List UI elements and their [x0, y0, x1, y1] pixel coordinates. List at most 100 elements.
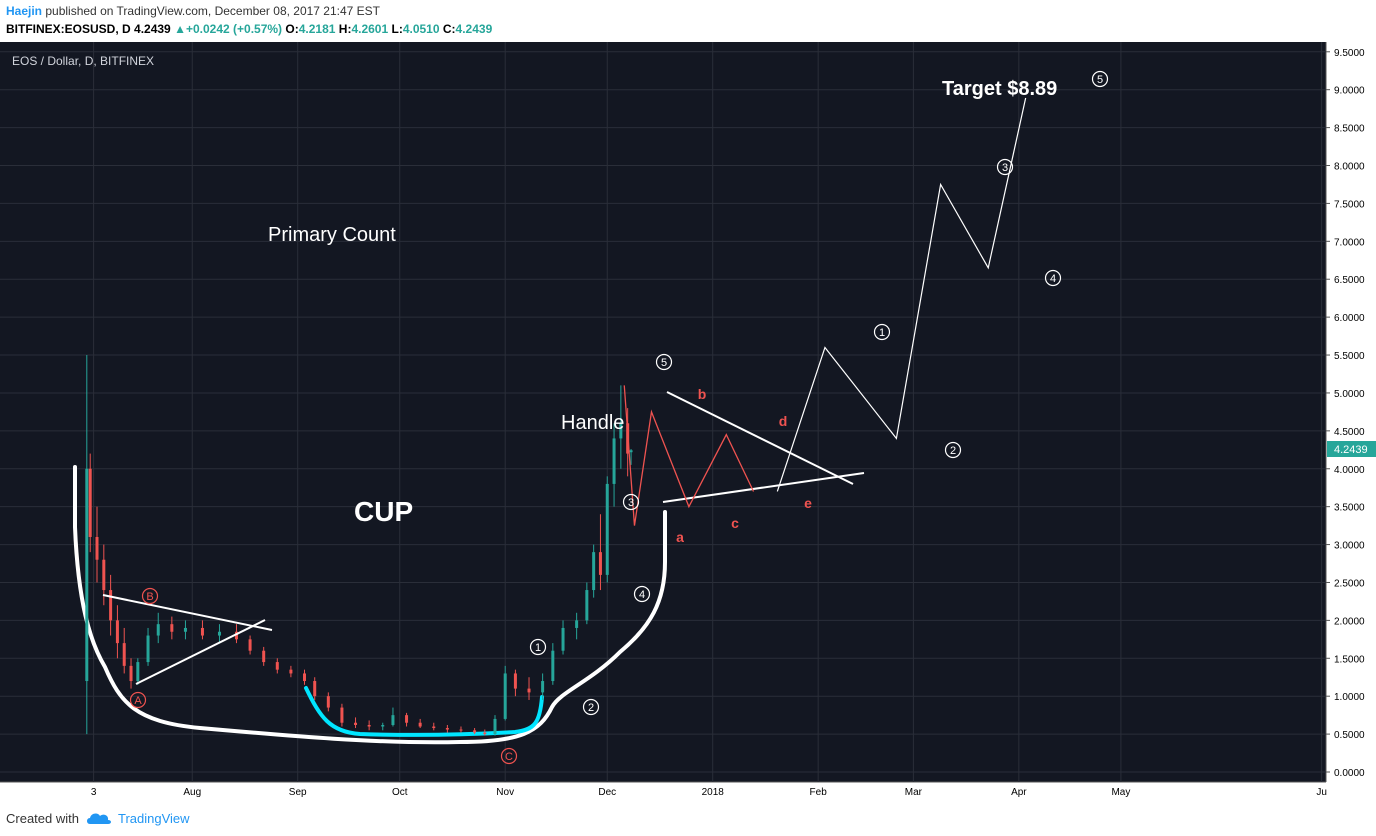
candle-body [129, 665, 133, 682]
price-tick-label: 1.0000 [1334, 692, 1365, 703]
publish-header: Haejin published on TradingView.com, Dec… [0, 0, 1376, 42]
time-tick-label: Nov [496, 787, 514, 798]
candle-body [275, 662, 279, 670]
candle-body [122, 643, 126, 666]
candle-body [88, 468, 92, 537]
candle-body [313, 681, 317, 697]
candle-body [156, 624, 160, 636]
time-tick-label: Sep [289, 787, 307, 798]
handle-label: Handle [561, 412, 624, 434]
candle-body [200, 627, 204, 636]
impulse-label-5-circle [655, 353, 673, 371]
candle-body [473, 730, 477, 733]
candle-body [612, 438, 616, 484]
projection-label-4-circle [1044, 269, 1062, 287]
last-price-tag-text: 4.2439 [1334, 444, 1368, 456]
high-label: H: [338, 22, 352, 36]
triangle-label-e: e [804, 495, 812, 511]
author-name[interactable]: Haejin [6, 4, 43, 18]
price-chart[interactable]: 9.5000 9.0000 8.5000 8.0000 7.5000 7.0000 6.50… [0, 42, 1376, 802]
impulse-label-5: 5 [661, 357, 667, 369]
wave-label-A: A [134, 695, 142, 707]
impulse-label-1-circle [529, 638, 547, 656]
candle-body [102, 559, 106, 591]
primary-count-label: Primary Count [268, 224, 396, 246]
price-tick-label: 8.5000 [1334, 124, 1365, 135]
candle-body [585, 590, 589, 621]
price-tick-label: 8.0000 [1334, 162, 1365, 173]
time-axis[interactable]: 3 Aug Sep Oct Nov Dec 2018 Feb Mar Apr May Ju [91, 787, 1327, 798]
candle-body [493, 718, 497, 735]
publish-info: Haejin published on TradingView.com, Dec… [6, 4, 380, 18]
price-tick-label: 9.5000 [1334, 48, 1365, 59]
candle-body [405, 715, 409, 723]
price-change: +0.0242 (+0.57%) [185, 22, 283, 36]
wave-label-B-circle [141, 587, 159, 605]
price-axis[interactable]: 9.5000 9.0000 8.5000 8.0000 7.5000 7.0000 6.50… [1326, 48, 1365, 779]
tradingview-link[interactable]: TradingView [118, 811, 190, 826]
target-label: Target $8.89 [942, 78, 1057, 100]
candle-body [561, 627, 565, 651]
impulse-label-3-circle [622, 493, 640, 511]
price-tick-label: 4.5000 [1334, 427, 1365, 438]
cyan-base-curve [304, 686, 544, 737]
candle-body [183, 627, 187, 632]
price-tick-label: 3.0000 [1334, 541, 1365, 552]
price-tick-label: 0.5000 [1334, 730, 1365, 741]
footer: Created with TradingView [0, 802, 1376, 836]
time-tick-label: Apr [1011, 787, 1027, 798]
published-text: published on TradingView.com, December 0… [45, 4, 381, 18]
high-value: 4.2601 [351, 22, 389, 36]
chart-title: EOS / Dollar, D, BITFINEX [12, 54, 154, 68]
candle-body [445, 728, 449, 730]
candle-body [605, 483, 609, 575]
candle-body [367, 724, 371, 727]
created-with-text: Created with [6, 811, 79, 826]
time-tick-label: 3 [91, 787, 97, 798]
time-tick-label: Dec [598, 787, 616, 798]
candle-body [629, 450, 633, 453]
price-tick-label: 4.0000 [1334, 465, 1365, 476]
candle-body [483, 732, 487, 735]
candle-body [115, 620, 119, 644]
triangle-label-c: c [731, 515, 739, 531]
candle-body [354, 722, 358, 725]
abc-triangle-bottom-line [135, 619, 266, 685]
candle-body [170, 624, 174, 632]
low-label: L: [391, 22, 403, 36]
time-tick-label: Ju [1316, 787, 1327, 798]
candle-body [513, 673, 517, 689]
candle-body [340, 707, 344, 723]
candle-body [289, 669, 293, 674]
candle-body [85, 468, 89, 682]
impulse-label-1: 1 [535, 642, 541, 654]
cup-label: CUP [354, 496, 413, 527]
abcde-zigzag [623, 385, 755, 526]
impulse-label-4-circle [633, 585, 651, 603]
candle-body [217, 631, 221, 636]
candle-body [598, 552, 602, 575]
symbol-info: BITFINEX:EOSUSD, D 4.2439 ▲+0.0242 (+0.5… [6, 22, 492, 36]
candle-body [551, 650, 555, 682]
candle-body [262, 650, 266, 663]
projection-label-1: 1 [879, 327, 885, 339]
price-tick-label: 9.0000 [1334, 86, 1365, 97]
price-tick-label: 7.0000 [1334, 237, 1365, 248]
up-triangle-icon: ▲ [174, 22, 186, 36]
candle-body [541, 681, 545, 693]
candle-body [326, 696, 330, 708]
triangle-label-d: d [779, 413, 788, 429]
price-tick-label: 7.5000 [1334, 199, 1365, 210]
candle-body [575, 620, 579, 628]
wave-labels: A B C 1 2 3 4 5 a b c d e 1 2 3 4 5 [129, 70, 1109, 765]
last-price-tag [1327, 441, 1376, 457]
price-tick-label: 0.0000 [1334, 768, 1365, 779]
wave-label-C: C [505, 751, 513, 763]
triangle-label-a: a [676, 529, 684, 545]
projection-label-1-circle [873, 323, 891, 341]
candle-body [459, 729, 463, 731]
price-tick-label: 3.5000 [1334, 503, 1365, 514]
candle-body [391, 715, 395, 725]
projection-label-4: 4 [1050, 273, 1056, 285]
candle-body [136, 662, 140, 682]
